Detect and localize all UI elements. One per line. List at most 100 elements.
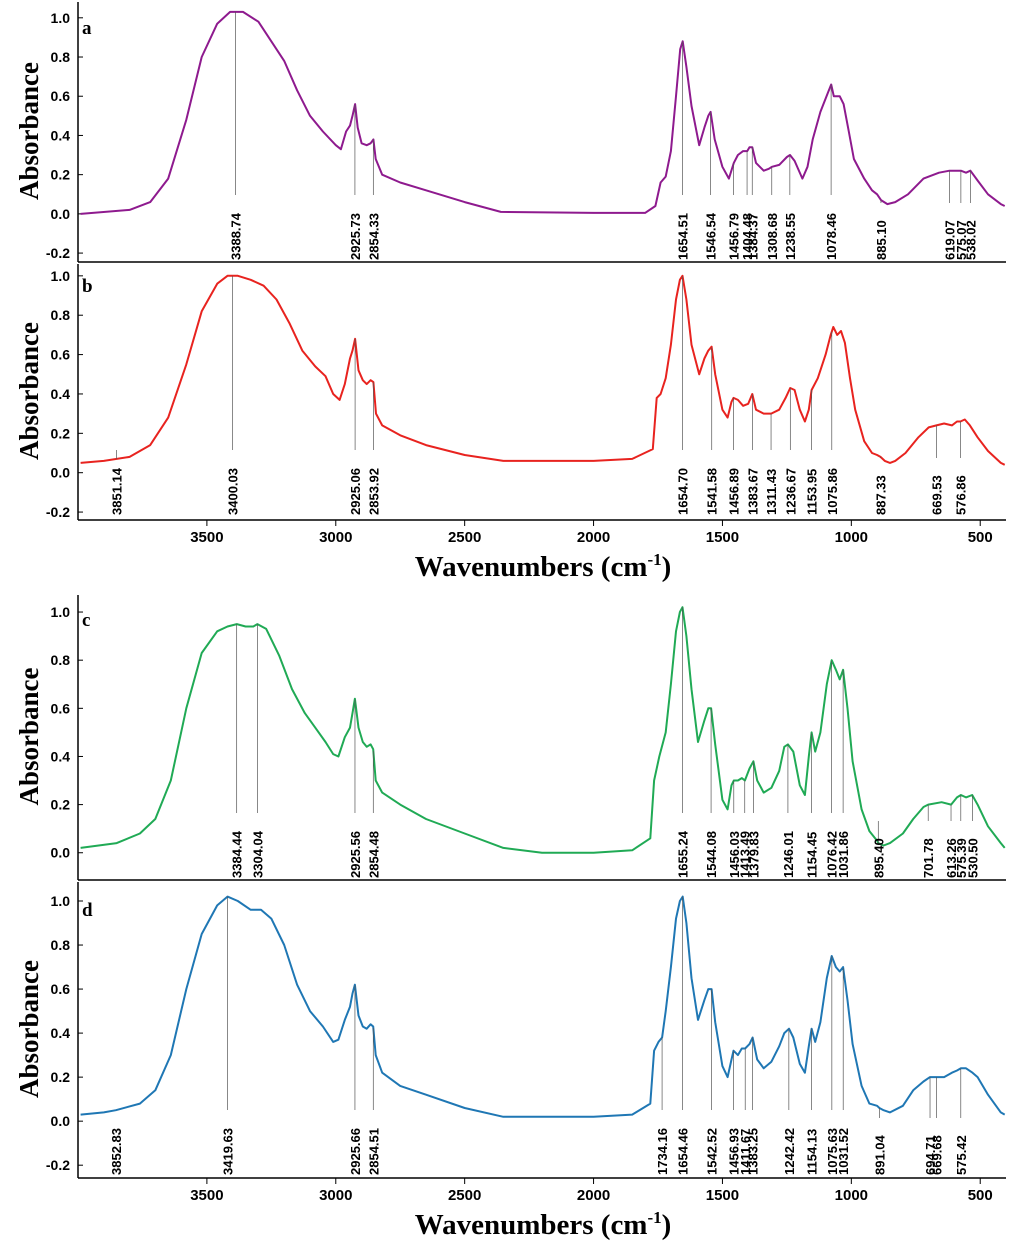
peak-label: 891.04 <box>872 1134 887 1175</box>
peak-label: 885.10 <box>874 220 889 260</box>
peak-label: 669.53 <box>930 475 945 515</box>
peak-label: 1153.95 <box>805 469 820 515</box>
x-tick-label: 1000 <box>835 529 868 546</box>
peak-label: 3388.74 <box>229 212 244 260</box>
panel-letter: c <box>82 610 90 631</box>
y-tick-label: 0.0 <box>51 465 71 481</box>
x-tick-label: 3000 <box>319 1187 352 1204</box>
y-tick-label: 1.0 <box>51 268 71 284</box>
peak-label: 701.78 <box>921 838 936 878</box>
peak-label: 2854.33 <box>366 213 381 260</box>
panel-a: 1.0 0.8 0.6 0.4 0.2 0.0 -0.2 Absorbance a 3388.74… <box>14 2 1006 263</box>
panel-letter: b <box>82 276 93 297</box>
peak-label: 669.68 <box>929 1135 944 1175</box>
peak-label: 1456.03 <box>727 831 742 878</box>
peak-label: 1031.52 <box>836 1128 851 1175</box>
peak-label: 1456.89 <box>727 468 742 515</box>
x-tick-label: 1500 <box>706 1187 739 1204</box>
panel-letter: d <box>82 900 93 921</box>
peak-label: 1654.46 <box>676 1128 691 1175</box>
peak-label: 1076.42 <box>825 831 840 878</box>
y-tick-label: 0.8 <box>51 652 71 668</box>
peak-label: 2925.73 <box>348 213 363 260</box>
y-axis-title: Absorbance <box>14 667 44 805</box>
x-axis-title-sup: -1 <box>647 550 661 569</box>
peak-label: 1456.79 <box>727 213 742 260</box>
x-tick-label: 3000 <box>319 529 352 546</box>
peak-label: 3304.04 <box>250 830 265 878</box>
y-tick-label: 1.0 <box>51 604 71 620</box>
y-tick-label: 0.2 <box>51 797 71 813</box>
peak-label: 694.71 <box>923 1135 938 1175</box>
spectrum-line-c <box>80 606 1006 854</box>
peak-label: 1238.55 <box>783 213 798 260</box>
x-axis-title-main: Wavenumbers (cm <box>415 1209 648 1241</box>
y-tick-label: 0.6 <box>51 88 71 104</box>
peak-label: 3851.14 <box>109 467 124 515</box>
peak-label: 1654.51 <box>676 213 691 260</box>
peak-label: 1308.68 <box>765 213 780 260</box>
spectrum-line-b <box>80 274 1006 466</box>
peak-label: 1379.83 <box>746 831 761 878</box>
x-tick-label: 500 <box>968 1187 993 1204</box>
x-tick-label: 500 <box>968 529 993 546</box>
peak-label: 2854.48 <box>366 831 381 878</box>
peak-label: 3400.03 <box>226 468 241 515</box>
x-tick-label: 2000 <box>577 529 610 546</box>
peak-label: 1456.93 <box>727 1128 742 1175</box>
peak-label: 1541.58 <box>705 468 720 515</box>
peak-label: 1078.46 <box>824 213 839 260</box>
y-tick-label: 0.4 <box>51 386 71 402</box>
peak-label: 1404.48 <box>740 213 755 260</box>
peak-label: 1734.16 <box>655 1128 670 1175</box>
peak-label: 1654.70 <box>676 468 691 515</box>
x-axis-title-sup: -1 <box>647 1208 661 1227</box>
spectrum-line-d <box>80 895 1006 1118</box>
y-tick-label: -0.2 <box>46 504 70 520</box>
peak-label: 1236.67 <box>783 468 798 515</box>
panel-c: 1.0 0.8 0.6 0.4 0.2 0.0 Absorbance c 3384.44 3304… <box>14 595 1006 881</box>
peak-label: 1311.43 <box>764 469 779 515</box>
y-tick-label: 0.6 <box>51 700 71 716</box>
peak-label: 2854.51 <box>366 1128 381 1175</box>
panel-d: 1.0 0.8 0.6 0.4 0.2 0.0 -0.2 3500 3000 2500 2000 15… <box>14 882 1006 1241</box>
x-tick-label: 2500 <box>448 1187 481 1204</box>
peak-label: 538.02 <box>963 220 978 260</box>
peak-label: 1242.42 <box>782 1128 797 1175</box>
y-tick-label: 0.8 <box>51 307 71 323</box>
peak-label: 575.39 <box>954 838 969 878</box>
peak-label: 1384.37 <box>745 213 760 260</box>
peak-label: 613.26 <box>944 838 959 878</box>
y-tick-label: 0.2 <box>51 425 71 441</box>
peak-label: 1542.52 <box>704 1128 719 1175</box>
y-tick-label: 0.4 <box>51 1025 71 1041</box>
y-tick-label: 0.2 <box>51 1069 71 1085</box>
peak-label: 2925.06 <box>348 468 363 515</box>
peak-label: 2925.56 <box>348 831 363 878</box>
x-tick-label: 1000 <box>835 1187 868 1204</box>
x-tick-label: 2000 <box>577 1187 610 1204</box>
y-tick-label: 1.0 <box>51 10 71 26</box>
y-tick-label: -0.2 <box>46 245 70 261</box>
panel-b: 1.0 0.8 0.6 0.4 0.2 0.0 -0.2 3500 3000 2500 2000 15… <box>14 264 1006 583</box>
peak-label: 1655.24 <box>675 830 690 878</box>
y-tick-label: 0.0 <box>51 206 71 222</box>
x-tick-label: 2500 <box>448 529 481 546</box>
peak-label: 1411.67 <box>738 1129 753 1175</box>
x-axis-title-end: ) <box>662 551 672 583</box>
peak-label: 887.33 <box>873 475 888 515</box>
y-tick-label: -0.2 <box>46 1157 70 1173</box>
peak-label: 895.40 <box>871 838 886 878</box>
peak-label: 1031.86 <box>836 831 851 878</box>
peak-label: 1413.49 <box>738 831 753 878</box>
peak-label: 1546.54 <box>703 212 718 260</box>
peak-label: 575.42 <box>954 1135 969 1175</box>
y-tick-label: 0.4 <box>51 748 71 764</box>
x-axis-title: Wavenumbers (cm-1) <box>415 1208 672 1241</box>
peak-label: 1383.25 <box>746 1128 761 1175</box>
peak-label: 575.07 <box>954 220 969 260</box>
x-tick-label: 1500 <box>706 529 739 546</box>
y-axis-title: Absorbance <box>14 322 44 460</box>
peak-label: 3419.63 <box>221 1128 236 1175</box>
